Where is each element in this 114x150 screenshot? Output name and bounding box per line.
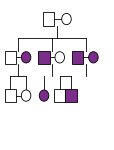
Ellipse shape: [88, 52, 97, 63]
FancyBboxPatch shape: [54, 89, 65, 102]
FancyBboxPatch shape: [71, 51, 83, 64]
Ellipse shape: [39, 90, 48, 101]
FancyBboxPatch shape: [5, 89, 16, 102]
Ellipse shape: [21, 90, 31, 101]
FancyBboxPatch shape: [5, 51, 16, 64]
FancyBboxPatch shape: [43, 12, 54, 26]
Ellipse shape: [54, 52, 64, 63]
FancyBboxPatch shape: [65, 89, 76, 102]
Ellipse shape: [21, 52, 31, 63]
FancyBboxPatch shape: [38, 51, 49, 64]
Ellipse shape: [61, 13, 71, 25]
